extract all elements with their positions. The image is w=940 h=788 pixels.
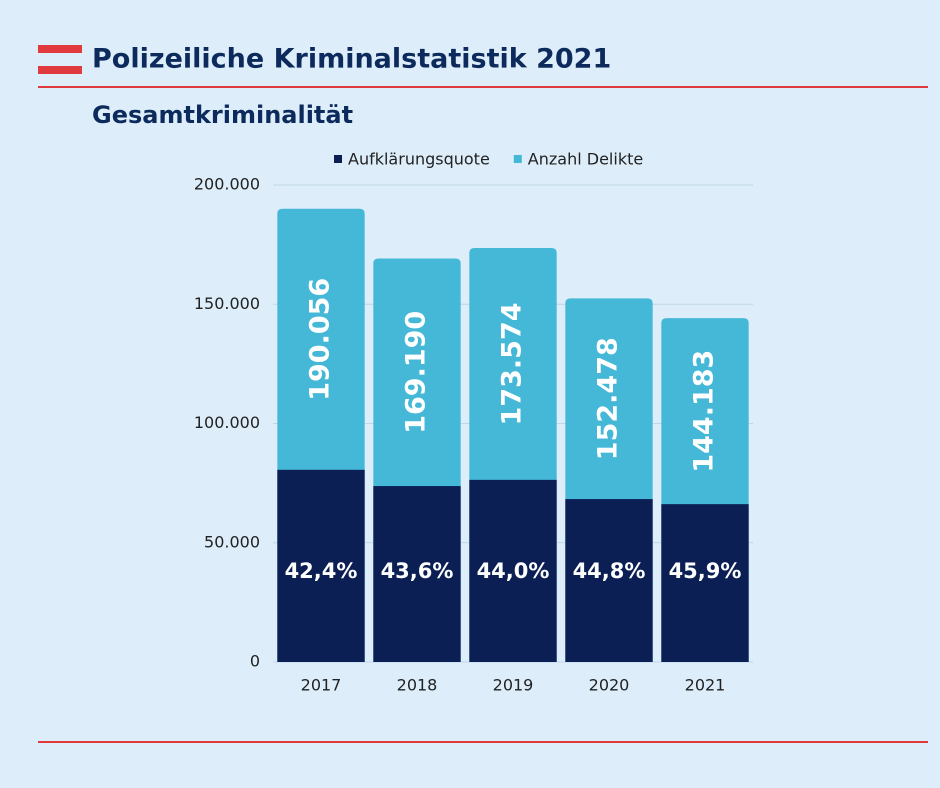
chart-title: Polizeiliche Kriminalstatistik 2021: [92, 44, 611, 75]
value-label: 42,4%: [285, 559, 358, 583]
value-label: 169.190: [401, 311, 432, 434]
bar-solved: [277, 469, 365, 662]
value-label: 190.056: [305, 278, 336, 401]
value-label: 173.574: [497, 302, 528, 425]
x-tick-label: 2019: [493, 676, 534, 695]
y-tick-label: 100.000: [194, 413, 260, 432]
flag-icon: [38, 45, 82, 74]
value-label: 152.478: [593, 337, 624, 460]
y-tick-label: 0: [250, 652, 260, 671]
legend-swatch: [513, 155, 522, 163]
y-tick-label: 200.000: [194, 175, 260, 194]
value-label: 43,6%: [381, 559, 454, 583]
bar-solved: [565, 499, 653, 662]
legend-label: Anzahl Delikte: [528, 150, 643, 169]
legend-swatch: [334, 155, 342, 163]
value-label: 44,0%: [477, 559, 550, 583]
chart-subtitle: Gesamtkriminalität: [92, 101, 353, 129]
y-tick-label: 50.000: [204, 532, 260, 551]
x-tick-label: 2017: [301, 676, 342, 695]
bar-solved: [469, 479, 557, 662]
x-tick-label: 2018: [397, 676, 438, 695]
value-label: 44,8%: [573, 559, 646, 583]
value-label: 144.183: [689, 350, 720, 473]
x-tick-label: 2021: [685, 676, 726, 695]
value-label: 45,9%: [669, 559, 742, 583]
bar-solved: [373, 486, 461, 662]
y-tick-label: 150.000: [194, 294, 260, 313]
x-tick-label: 2020: [589, 676, 630, 695]
legend-label: Aufklärungsquote: [348, 150, 490, 169]
bar-solved: [661, 504, 749, 662]
